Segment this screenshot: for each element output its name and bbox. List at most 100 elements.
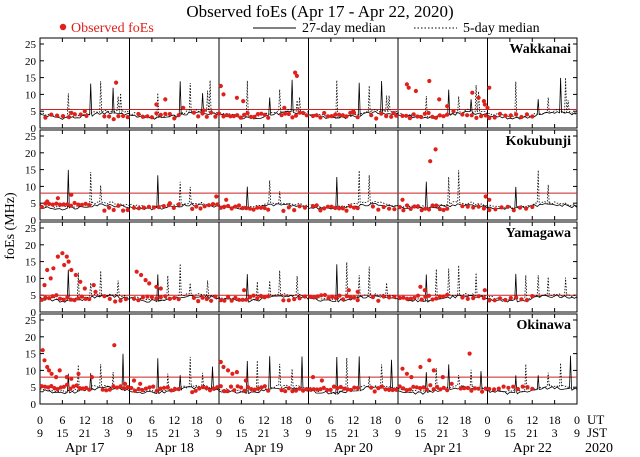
observed-point xyxy=(326,295,331,301)
observed-point xyxy=(206,203,211,208)
observed-point xyxy=(311,295,316,300)
observed-point xyxy=(404,113,409,118)
observed-point xyxy=(172,116,177,121)
observed-point xyxy=(213,114,218,119)
observed-point xyxy=(226,294,231,299)
observed-point xyxy=(196,114,201,119)
observed-point xyxy=(201,108,206,113)
observed-point xyxy=(112,343,117,348)
observed-point xyxy=(151,205,156,210)
observed-point xyxy=(193,388,198,393)
observed-point xyxy=(235,113,240,118)
x-tick-label-jst: 15 xyxy=(146,426,158,440)
observed-point xyxy=(329,204,334,209)
x-tick-label-jst: 21 xyxy=(437,426,449,440)
observed-point xyxy=(100,387,105,392)
observed-point xyxy=(485,105,490,110)
observed-point xyxy=(433,115,439,120)
observed-point xyxy=(423,294,428,299)
observed-point xyxy=(107,387,112,392)
observed-point xyxy=(82,109,87,114)
observed-point xyxy=(259,385,264,390)
x-tick-label-jst: 3 xyxy=(194,426,200,440)
observed-point xyxy=(286,298,291,303)
observed-point xyxy=(68,297,74,302)
x-tick-label-ut: 12 xyxy=(79,413,91,427)
observed-point xyxy=(433,147,438,152)
y-tick-label: 10 xyxy=(25,273,37,285)
observed-point xyxy=(345,387,350,392)
observed-point xyxy=(474,115,479,120)
x-tick-label-ut: 12 xyxy=(437,413,449,427)
observed-point xyxy=(132,388,137,393)
observed-point xyxy=(43,295,48,300)
observed-point xyxy=(225,389,230,394)
x-tick-label-jst: 9 xyxy=(216,426,222,440)
observed-point xyxy=(337,293,342,298)
x-tick-label-jst: 21 xyxy=(258,426,270,440)
observed-point xyxy=(519,114,524,120)
observed-point xyxy=(283,389,288,394)
observed-point xyxy=(401,295,406,300)
observed-point xyxy=(487,386,492,392)
observed-point xyxy=(408,296,413,301)
observed-point xyxy=(397,205,402,210)
observed-point xyxy=(131,205,137,210)
observed-point xyxy=(286,386,291,391)
x-tick-label-ut: 18 xyxy=(370,413,382,427)
observed-point xyxy=(107,205,112,210)
observed-point xyxy=(136,386,141,392)
observed-point xyxy=(258,293,263,299)
observed-point xyxy=(441,207,446,213)
observed-point xyxy=(65,295,70,300)
observed-point xyxy=(125,385,130,390)
observed-point xyxy=(415,204,421,209)
observed-point xyxy=(460,204,465,209)
observed-point xyxy=(387,387,392,392)
observed-point xyxy=(392,294,397,299)
observed-point xyxy=(394,387,399,392)
x-tick-label-jst: 3 xyxy=(373,426,379,440)
observed-point xyxy=(379,384,384,389)
observed-point xyxy=(405,203,410,208)
observed-point xyxy=(200,295,205,300)
observed-point xyxy=(209,110,214,115)
observed-point xyxy=(384,114,389,119)
observed-point xyxy=(476,386,481,391)
observed-point xyxy=(487,85,492,90)
observed-point xyxy=(230,371,235,376)
observed-point xyxy=(426,293,432,298)
observed-point xyxy=(286,205,291,210)
x-tick-label-ut: 18 xyxy=(280,413,292,427)
observed-point xyxy=(315,387,320,392)
observed-point xyxy=(483,194,488,199)
observed-point xyxy=(266,294,271,299)
observed-point xyxy=(437,294,442,299)
observed-point xyxy=(121,208,126,213)
observed-point xyxy=(379,111,384,116)
x-tick-label-ut: 12 xyxy=(347,413,359,427)
observed-point xyxy=(215,385,220,390)
observed-point xyxy=(445,104,450,109)
observed-point xyxy=(65,202,70,207)
observed-point xyxy=(428,159,433,164)
observed-point xyxy=(318,387,323,392)
observed-point xyxy=(293,113,299,118)
x-tick-label-ut: 6 xyxy=(507,413,513,427)
day-label: Apr 18 xyxy=(155,441,194,456)
observed-point xyxy=(163,294,168,299)
observed-point xyxy=(240,206,245,211)
observed-point xyxy=(481,99,486,104)
observed-point xyxy=(136,206,141,211)
observed-point xyxy=(530,294,535,299)
observed-point xyxy=(328,387,333,392)
observed-point xyxy=(503,113,508,118)
observed-point xyxy=(389,114,394,119)
observed-point xyxy=(72,200,77,206)
observed-point xyxy=(387,295,392,300)
observed-point xyxy=(418,284,423,289)
observed-point xyxy=(66,115,71,120)
observed-point xyxy=(176,297,181,302)
y-tick-label: 20 xyxy=(25,148,37,160)
